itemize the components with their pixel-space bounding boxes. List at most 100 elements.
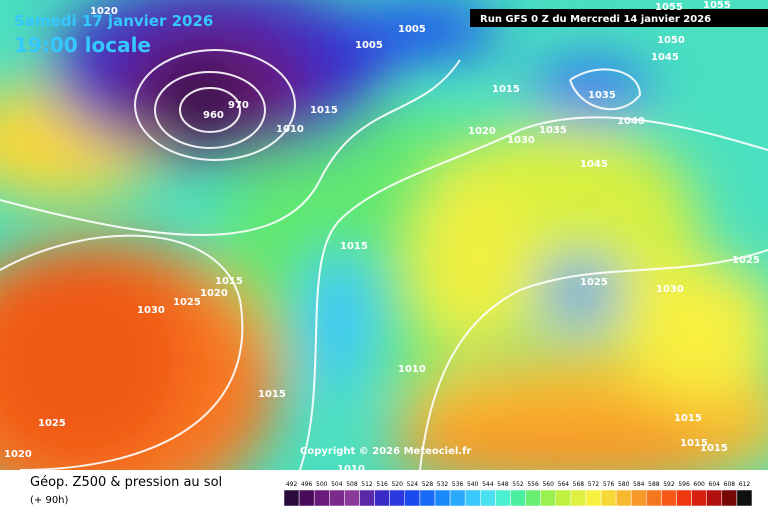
colorbar-label: 580 (618, 481, 630, 488)
colorbar-swatch (434, 489, 451, 507)
colorbar-label: 576 (603, 481, 615, 488)
colorbar-swatch (555, 489, 572, 507)
isobar-label: 1025 (173, 297, 201, 308)
isobar-label: 1015 (310, 105, 338, 116)
colorbar-label: 600 (693, 481, 705, 488)
time: 19:00 locale (14, 33, 151, 57)
colorbar-swatch (344, 489, 360, 507)
colorbar-swatch (359, 489, 375, 507)
colorbar-swatch (570, 489, 587, 507)
colorbar-label: 528 (422, 481, 434, 488)
isobar-label: 1005 (355, 40, 383, 51)
colorbar-label: 552 (512, 481, 524, 488)
colorbar-label: 516 (376, 481, 388, 488)
copyright: Copyright © 2026 Meteociel.fr (300, 446, 471, 457)
colorbar-swatch (661, 489, 677, 507)
colorbar-swatch (374, 489, 390, 507)
isobar-label: 1025 (38, 418, 66, 429)
isobar-label: 1035 (539, 125, 567, 136)
isobar-label: 1020 (4, 449, 32, 460)
colorbar-swatch (600, 489, 617, 507)
colorbar-label: 520 (391, 481, 403, 488)
isobar-label: 1050 (657, 35, 685, 46)
isobar-label: 1040 (617, 116, 645, 127)
colorbar-label: 564 (558, 481, 570, 488)
colorbar-swatch (449, 489, 466, 507)
isobar-label: 1020 (468, 126, 496, 137)
isobar-label: 1030 (137, 305, 165, 316)
isobar-label: 1045 (651, 52, 679, 63)
isobar-label: 1010 (276, 124, 304, 135)
isobar-label: 1015 (700, 443, 728, 454)
colorbar-swatch (464, 489, 481, 507)
isobar-label: 1030 (507, 135, 535, 146)
colorbar-label: 524 (407, 481, 419, 488)
run: Run GFS 0 Z du Mercredi 14 janvier 2026 (480, 14, 711, 25)
isobar-label: 1015 (674, 413, 702, 424)
colorbar-label: 544 (482, 481, 494, 488)
colorbar-swatch (389, 489, 406, 507)
footer-title: Géop. Z500 & pression au sol (30, 475, 222, 490)
colorbar-swatch (646, 489, 662, 507)
colorbar-label: 512 (361, 481, 373, 488)
colorbar-swatch (495, 489, 511, 507)
colorbar-label: 572 (588, 481, 600, 488)
isobar-label: 1015 (215, 276, 243, 287)
colorbar-swatch (404, 489, 421, 507)
colorbar-swatch (676, 489, 692, 507)
date: Samedi 17 janvier 2026 (14, 12, 213, 30)
isobar-label: 1010 (398, 364, 426, 375)
isobar-label: 1010 (337, 464, 365, 475)
colorbar-swatch (736, 489, 753, 507)
colorbar-label: 604 (709, 481, 721, 488)
colorbar-swatch (298, 489, 315, 507)
isobar-label: 1055 (703, 0, 731, 11)
isobar-label: 1015 (680, 438, 708, 449)
colorbar-swatch (706, 489, 723, 507)
colorbar-swatch (480, 489, 496, 507)
colorbar-label: 532 (437, 481, 449, 488)
colorbar-swatch (510, 489, 526, 507)
colorbar-label: 504 (331, 481, 343, 488)
colorbar-swatch (283, 489, 300, 507)
colorbar-label: 560 (542, 481, 554, 488)
isobar-label: 1030 (656, 284, 684, 295)
colorbar-label: 556 (527, 481, 539, 488)
isobar-label: 1055 (655, 2, 683, 13)
colorbar-label: 540 (467, 481, 479, 488)
colorbar-swatch (313, 489, 330, 507)
colorbar-swatch (585, 489, 602, 507)
colorbar-swatch (540, 489, 556, 507)
colorbar-label: 548 (497, 481, 509, 488)
footer-lead: (+ 90h) (30, 495, 69, 506)
colorbar-swatch (329, 489, 345, 507)
isobar-label: 1025 (580, 277, 608, 288)
colorbar-label: 568 (573, 481, 585, 488)
colorbar-swatch (525, 489, 541, 507)
colorbar-swatch (615, 489, 632, 507)
colorbar-label: 584 (633, 481, 645, 488)
colorbar-label: 608 (724, 481, 736, 488)
colorbar-label: 596 (678, 481, 690, 488)
colorbar-label: 492 (286, 481, 298, 488)
isobar-label: 1015 (492, 84, 520, 95)
colorbar-swatch (419, 489, 436, 507)
isobar-label: 1035 (588, 90, 616, 101)
colorbar-label: 496 (301, 481, 313, 488)
isobar-label: 1020 (200, 288, 228, 299)
colorbar-swatch (691, 489, 707, 507)
colorbar-label: 612 (739, 481, 751, 488)
isobar-label: 960 (203, 110, 224, 121)
isobar-label: 1045 (580, 159, 608, 170)
colorbar-label: 592 (663, 481, 675, 488)
isobar-label: 1020 (90, 6, 118, 17)
colorbar-label: 508 (346, 481, 358, 488)
run-box (470, 9, 768, 27)
colorbar-swatch (721, 489, 738, 507)
colorbar-swatch (630, 489, 647, 507)
colorbar-label: 536 (452, 481, 464, 488)
isobars (0, 49, 768, 471)
colorbar-label: 500 (316, 481, 328, 488)
